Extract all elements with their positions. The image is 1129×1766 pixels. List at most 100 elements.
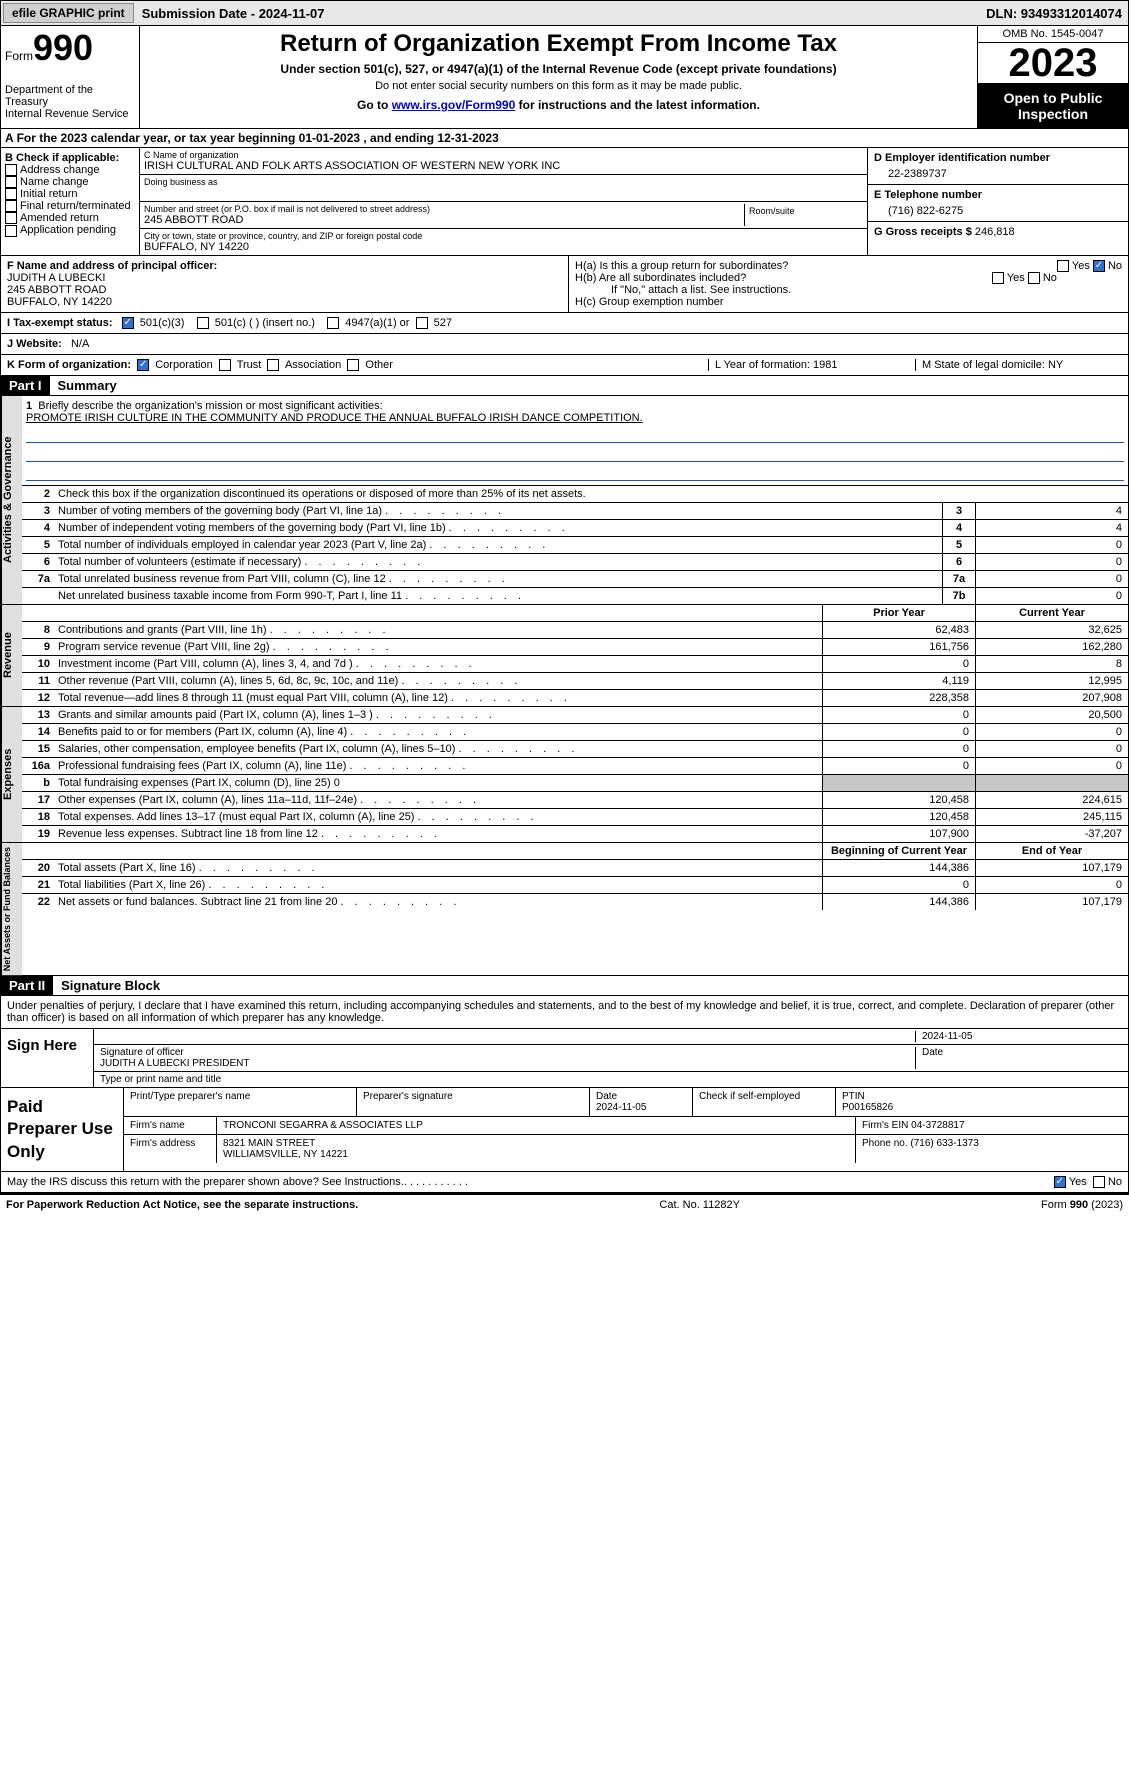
ptin: P00165826: [842, 1102, 893, 1113]
discuss-row: May the IRS discuss this return with the…: [0, 1172, 1129, 1193]
chk-hb-yes[interactable]: [992, 272, 1004, 284]
col-d: D Employer identification number22-23897…: [867, 148, 1128, 255]
open-inspection: Open to Public Inspection: [978, 84, 1128, 128]
officer-city: BUFFALO, NY 14220: [7, 296, 112, 308]
officer-name: JUDITH A LUBECKI: [7, 272, 105, 284]
chk-4947[interactable]: [327, 317, 339, 329]
row-i: I Tax-exempt status: 501(c)(3) 501(c) ( …: [0, 313, 1129, 334]
summary-row: 3Number of voting members of the governi…: [22, 503, 1128, 520]
firm-addr: 8321 MAIN STREET: [223, 1138, 315, 1149]
declaration: Under penalties of perjury, I declare th…: [0, 996, 1129, 1029]
chk-ha-no[interactable]: [1093, 260, 1105, 272]
mission-text: PROMOTE IRISH CULTURE IN THE COMMUNITY A…: [26, 412, 643, 424]
paid-preparer: Paid Preparer Use Only Print/Type prepar…: [0, 1088, 1129, 1171]
summary-row: 5Total number of individuals employed in…: [22, 537, 1128, 554]
vlabel-net: Net Assets or Fund Balances: [1, 843, 22, 975]
irs-link[interactable]: www.irs.gov/Form990: [392, 98, 516, 112]
summary-row: 18Total expenses. Add lines 13–17 (must …: [22, 809, 1128, 826]
chk-trust[interactable]: [219, 359, 231, 371]
summary-row: 15Salaries, other compensation, employee…: [22, 741, 1128, 758]
summary-expenses: Expenses 13Grants and similar amounts pa…: [0, 707, 1129, 843]
chk-initial-return[interactable]: [5, 188, 17, 200]
summary-row: 22Net assets or fund balances. Subtract …: [22, 894, 1128, 910]
summary-row: 7aTotal unrelated business revenue from …: [22, 571, 1128, 588]
summary-row: 13Grants and similar amounts paid (Part …: [22, 707, 1128, 724]
summary-revenue: Revenue Prior YearCurrent Year 8Contribu…: [0, 605, 1129, 707]
row-j: J Website: N/A: [0, 334, 1129, 355]
org-city: BUFFALO, NY 14220: [144, 241, 863, 253]
col-c: C Name of organizationIRISH CULTURAL AND…: [140, 148, 867, 255]
year-formation: L Year of formation: 1981: [708, 359, 915, 371]
form-subtitle-1: Under section 501(c), 527, or 4947(a)(1)…: [144, 62, 973, 76]
summary-row: 11Other revenue (Part VIII, column (A), …: [22, 673, 1128, 690]
vlabel-governance: Activities & Governance: [1, 396, 22, 604]
dba-label: Doing business as: [144, 177, 863, 187]
firm-ein: 04-3728817: [911, 1120, 964, 1131]
chk-corp[interactable]: [137, 359, 149, 371]
chk-discuss-no[interactable]: [1093, 1176, 1105, 1188]
org-address: 245 ABBOTT ROAD: [144, 214, 744, 226]
sign-here: Sign Here 2024-11-05 Signature of office…: [0, 1029, 1129, 1088]
efile-print-button[interactable]: efile GRAPHIC print: [3, 3, 134, 23]
summary-row: 16aProfessional fundraising fees (Part I…: [22, 758, 1128, 775]
tax-year: 2023: [978, 43, 1128, 84]
summary-row: 14Benefits paid to or for members (Part …: [22, 724, 1128, 741]
firm-phone: (716) 633-1373: [910, 1138, 978, 1149]
irs-label: Internal Revenue Service: [5, 108, 135, 120]
chk-final-return[interactable]: [5, 200, 17, 212]
vlabel-expenses: Expenses: [1, 707, 22, 842]
form-ref: Form 990 (2023): [1041, 1199, 1123, 1211]
form-subtitle-3: Go to www.irs.gov/Form990 for instructio…: [144, 98, 973, 112]
chk-527[interactable]: [416, 317, 428, 329]
section-fh: F Name and address of principal officer:…: [0, 256, 1129, 313]
chk-name-change[interactable]: [5, 176, 17, 188]
firm-name: TRONCONI SEGARRA & ASSOCIATES LLP: [217, 1117, 856, 1134]
phone: (716) 822-6275: [874, 205, 1122, 217]
section-bcd: B Check if applicable: Address change Na…: [0, 148, 1129, 256]
state-domicile: M State of legal domicile: NY: [915, 359, 1122, 371]
summary-row: 17Other expenses (Part IX, column (A), l…: [22, 792, 1128, 809]
row-a-tax-year: A For the 2023 calendar year, or tax yea…: [0, 129, 1129, 148]
form-title: Return of Organization Exempt From Incom…: [144, 30, 973, 58]
chk-other[interactable]: [347, 359, 359, 371]
officer-signature: JUDITH A LUBECKI PRESIDENT: [100, 1058, 249, 1069]
summary-row: 4Number of independent voting members of…: [22, 520, 1128, 537]
summary-row: bTotal fundraising expenses (Part IX, co…: [22, 775, 1128, 792]
summary-governance: Activities & Governance 1 Briefly descri…: [0, 396, 1129, 605]
chk-application-pending[interactable]: [5, 225, 17, 237]
summary-row: 8Contributions and grants (Part VIII, li…: [22, 622, 1128, 639]
chk-hb-no[interactable]: [1028, 272, 1040, 284]
footer: For Paperwork Reduction Act Notice, see …: [0, 1193, 1129, 1215]
form-number: 990: [33, 27, 93, 68]
gross-receipts: 246,818: [975, 226, 1015, 238]
chk-discuss-yes[interactable]: [1054, 1176, 1066, 1188]
form-subtitle-2: Do not enter social security numbers on …: [144, 80, 973, 92]
part-i-header: Part I Summary: [0, 376, 1129, 396]
row-k: K Form of organization: Corporation Trus…: [0, 355, 1129, 376]
col-b: B Check if applicable: Address change Na…: [1, 148, 140, 255]
org-name: IRISH CULTURAL AND FOLK ARTS ASSOCIATION…: [144, 160, 863, 172]
form-header: Form990 Department of the Treasury Inter…: [0, 26, 1129, 129]
chk-501c[interactable]: [197, 317, 209, 329]
summary-net-assets: Net Assets or Fund Balances Beginning of…: [0, 843, 1129, 976]
chk-assoc[interactable]: [267, 359, 279, 371]
part-ii-header: Part II Signature Block: [0, 976, 1129, 996]
officer-addr: 245 ABBOTT ROAD: [7, 284, 106, 296]
summary-row: 12Total revenue—add lines 8 through 11 (…: [22, 690, 1128, 706]
chk-address-change[interactable]: [5, 164, 17, 176]
website: N/A: [71, 338, 89, 350]
summary-row: 21Total liabilities (Part X, line 26) . …: [22, 877, 1128, 894]
vlabel-revenue: Revenue: [1, 605, 22, 706]
summary-row: Net unrelated business taxable income fr…: [22, 588, 1128, 604]
ein: 22-2389737: [874, 168, 1122, 180]
summary-row: 20Total assets (Part X, line 16) . . . .…: [22, 860, 1128, 877]
cat-no: Cat. No. 11282Y: [659, 1199, 740, 1211]
chk-501c3[interactable]: [122, 317, 134, 329]
chk-amended-return[interactable]: [5, 212, 17, 224]
dln: DLN: 93493312014074: [980, 6, 1128, 21]
summary-row: 9Program service revenue (Part VIII, lin…: [22, 639, 1128, 656]
chk-ha-yes[interactable]: [1057, 260, 1069, 272]
submission-date: Submission Date - 2024-11-07: [136, 6, 331, 21]
form-label: Form: [5, 49, 33, 63]
summary-row: 10Investment income (Part VIII, column (…: [22, 656, 1128, 673]
